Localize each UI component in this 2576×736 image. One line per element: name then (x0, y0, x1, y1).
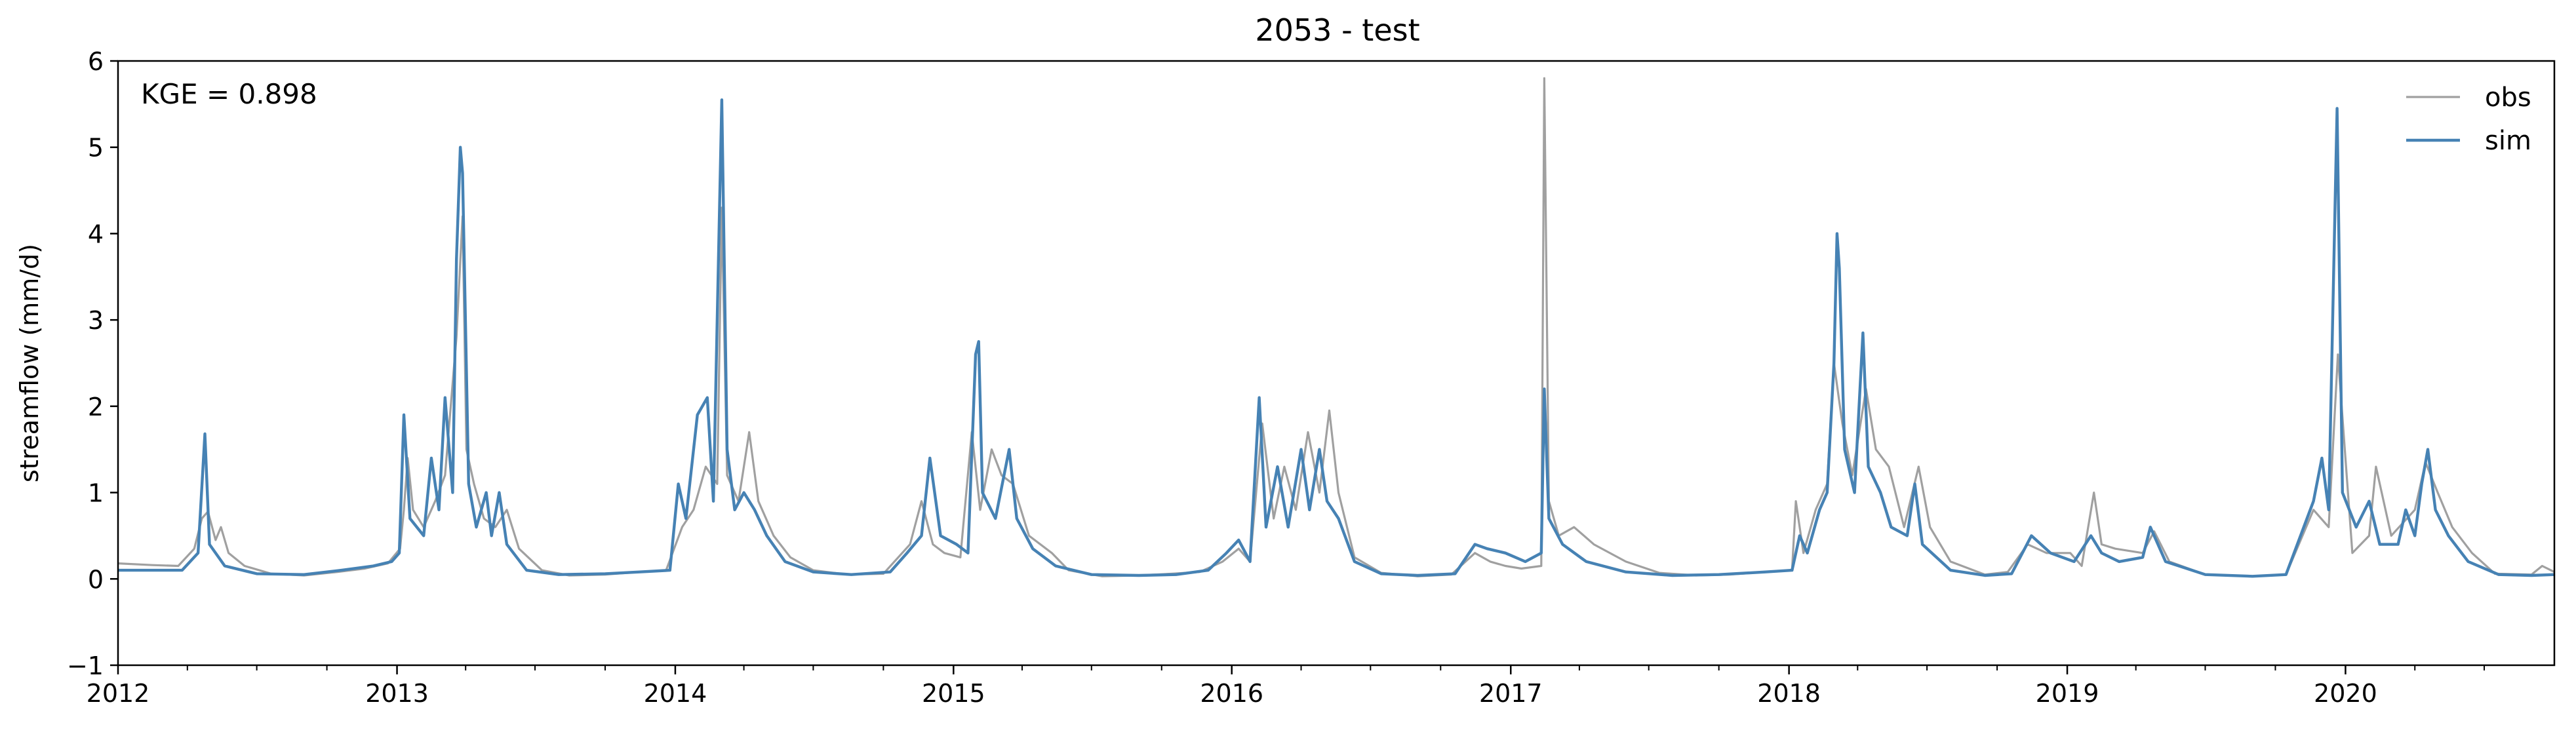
plot-frame (117, 60, 2556, 667)
x-tick-label: 2018 (1757, 679, 1821, 708)
y-tick-label: 3 (88, 306, 104, 335)
y-tick-label: 5 (88, 134, 104, 163)
x-tick-label: 2019 (2036, 679, 2099, 708)
y-tick-label: 2 (88, 393, 104, 421)
series-line-sim (118, 98, 2555, 578)
x-tick-label: 2015 (922, 679, 985, 708)
x-tick-label: 2017 (1479, 679, 1543, 708)
series-layer (117, 77, 2555, 578)
y-axis-label: streamflow (mm/d) (15, 244, 44, 482)
legend: obs sim (2406, 83, 2531, 156)
legend-label-obs: obs (2485, 83, 2531, 113)
kge-annotation: KGE = 0.898 (141, 78, 317, 110)
x-tick-label: 2013 (365, 679, 429, 708)
x-tick-label: 2020 (2314, 679, 2377, 708)
x-tick-label: 2014 (644, 679, 707, 708)
y-tick-label: 6 (88, 47, 104, 76)
y-tick-label: −1 (67, 651, 104, 680)
chart-title: 2053 - test (1255, 12, 1419, 48)
y-tick-label: 4 (88, 220, 104, 248)
axes-layer: −1 0 1 2 3 4 5 6 2012 2013 2014 2015 2016 2017 2018 201… (67, 47, 2556, 708)
legend-label-sim: sim (2485, 126, 2531, 156)
x-tick-label: 2016 (1200, 679, 1263, 708)
x-tick-label: 2012 (87, 679, 150, 708)
y-tick-label: 1 (88, 479, 104, 508)
y-tick-label: 0 (88, 565, 104, 594)
